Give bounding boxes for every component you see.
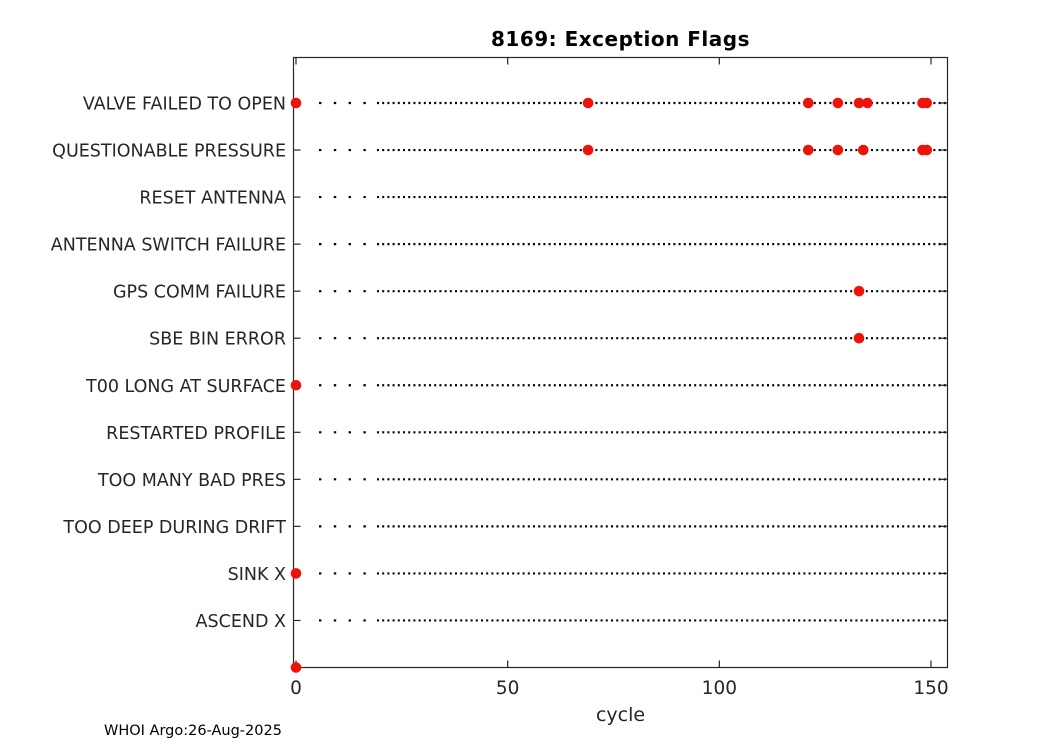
data-point-marker [921,97,933,109]
data-point-marker [582,97,594,109]
x-tick-label: 100 [702,678,737,699]
data-point-marker [862,97,873,109]
y-axis-label: QUESTIONABLE PRESSURE [52,142,286,162]
data-point-marker [853,97,865,109]
data-point-marker [857,144,869,156]
x-axis-label: cycle [595,704,646,726]
y-axis-label: ANTENNA SWITCH FAILURE [51,236,286,256]
y-axis-label: RESTARTED PROFILE [106,424,286,444]
y-axis-label: SINK X [228,565,286,585]
footer-credit: WHOI Argo:26-Aug-2025 [104,723,282,739]
y-axis-label: ASCEND X [196,612,286,632]
y-axis-label: RESET ANTENNA [139,189,286,209]
x-tick-label: 150 [913,678,948,699]
y-axis-label: TOO MANY BAD PRES [97,471,286,491]
x-tick-label: 50 [496,678,520,699]
y-axis-label: SBE BIN ERROR [149,330,286,350]
data-point-marker [853,285,865,297]
plot-border [292,56,949,669]
data-point-marker [290,568,302,579]
y-axis-label: T00 LONG AT SURFACE [85,377,286,397]
chart-title: 8169: Exception Flags [490,27,750,51]
data-point-marker [290,97,302,109]
data-point-marker [802,144,814,156]
y-axis-label: VALVE FAILED TO OPEN [83,95,286,115]
x-tick-label: 0 [290,678,302,699]
data-point-marker [802,97,814,109]
data-point-marker [853,332,865,344]
data-point-marker [832,144,844,156]
y-axis-label: GPS COMM FAILURE [113,283,286,303]
data-point-marker [290,379,302,391]
data-point-marker [582,144,594,156]
data-point-marker [832,97,844,109]
y-axis-label: TOO DEEP DURING DRIFT [62,518,286,538]
data-point-marker [921,144,933,156]
data-point-marker-baseline [290,662,302,673]
